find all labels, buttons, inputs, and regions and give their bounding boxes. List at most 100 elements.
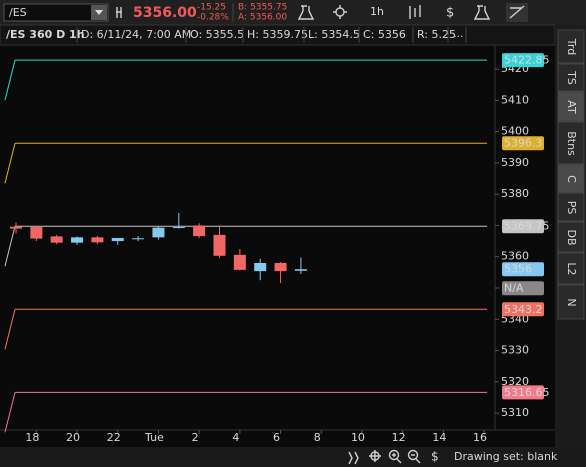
price-label-box bbox=[502, 281, 544, 296]
x-tick-label: 6 bbox=[273, 431, 280, 444]
bid: B: 5355.75 bbox=[238, 3, 287, 13]
bar-close: C: 5356 bbox=[363, 28, 406, 41]
x-tick-label: 14 bbox=[432, 431, 446, 444]
chart-style-icon[interactable] bbox=[409, 5, 421, 19]
y-tick-label: 5380 bbox=[501, 187, 529, 200]
x-tick-label: 10 bbox=[351, 431, 365, 444]
change-pct: -0.28% bbox=[197, 13, 229, 23]
side-tab-label: Btns bbox=[565, 131, 578, 156]
price-label-box bbox=[502, 136, 544, 151]
level-ramp bbox=[4, 392, 16, 433]
side-tab[interactable] bbox=[557, 29, 585, 64]
price-label-box bbox=[502, 262, 544, 277]
footer bbox=[0, 447, 586, 467]
side-tab-label: L2 bbox=[565, 262, 578, 275]
candle-body bbox=[294, 269, 307, 271]
bar-high: H: 5359.75 bbox=[247, 28, 308, 41]
strategies-icon[interactable] bbox=[473, 5, 491, 20]
drawing-set[interactable]: Drawing set: blank bbox=[454, 450, 558, 463]
level-ramp bbox=[4, 309, 16, 350]
y-tick-label: 5310 bbox=[501, 406, 529, 419]
candle-body bbox=[71, 237, 84, 243]
side-tab[interactable] bbox=[557, 63, 585, 92]
price-label: 5422.85 bbox=[504, 54, 550, 67]
candle-body bbox=[152, 227, 165, 238]
bar-date: D: 6/11/24, 7:00 AM bbox=[81, 28, 191, 41]
symbol-box[interactable] bbox=[3, 3, 109, 22]
y-tick-label: 5400 bbox=[501, 125, 529, 138]
side-tab[interactable] bbox=[557, 91, 585, 122]
y-tick-label: 5390 bbox=[501, 156, 529, 169]
candle-body bbox=[10, 226, 22, 229]
price-label: 5356 bbox=[504, 263, 532, 276]
side-tab-label: N bbox=[565, 298, 578, 306]
side-tab[interactable] bbox=[557, 192, 585, 222]
candle-body bbox=[91, 237, 104, 243]
ask: A: 5356.00 bbox=[238, 13, 287, 23]
zoom-out-icon[interactable] bbox=[407, 449, 421, 464]
side-tab[interactable] bbox=[557, 284, 585, 320]
candle-body bbox=[233, 254, 246, 270]
candle-body bbox=[172, 227, 185, 229]
timeframe[interactable]: 1h bbox=[370, 5, 384, 18]
x-tick-label: 4 bbox=[232, 431, 239, 444]
candle-body bbox=[193, 225, 206, 237]
drawings-icon bbox=[509, 5, 525, 19]
side-tab[interactable] bbox=[557, 221, 585, 253]
side-tab[interactable] bbox=[557, 164, 585, 193]
candle-body bbox=[274, 262, 287, 272]
y-tick-label: 5330 bbox=[501, 344, 529, 357]
candle-body bbox=[50, 236, 63, 243]
zoom-in-icon[interactable] bbox=[388, 449, 402, 464]
side-tab[interactable] bbox=[557, 252, 585, 285]
bar-low: L: 5354.5 bbox=[308, 28, 360, 41]
side-tab-label: DB bbox=[565, 229, 578, 245]
x-tick-label: 18 bbox=[25, 431, 39, 444]
price-label-box bbox=[502, 385, 544, 400]
x-tick-label: 22 bbox=[107, 431, 121, 444]
price-label-box bbox=[502, 219, 544, 234]
symbol: /ES bbox=[9, 6, 27, 19]
y-tick-label: 5320 bbox=[501, 375, 529, 388]
scroll-icon[interactable] bbox=[348, 451, 359, 465]
x-tick-label: 20 bbox=[66, 431, 80, 444]
price-label-box bbox=[502, 302, 544, 317]
level-ramp bbox=[4, 60, 16, 101]
currency-icon[interactable]: $ bbox=[431, 450, 439, 464]
price-label: 5343.2 bbox=[504, 303, 543, 316]
side-tab[interactable] bbox=[557, 121, 585, 165]
link-icon[interactable] bbox=[116, 7, 122, 18]
candle-body bbox=[254, 262, 267, 272]
price-label: 5396.3 bbox=[504, 137, 543, 150]
price-label: 5369.75 bbox=[504, 220, 550, 233]
dollar-icon[interactable]: $ bbox=[446, 6, 454, 21]
dropdown-arrow bbox=[95, 10, 103, 15]
side-tab-label: AT bbox=[565, 100, 578, 114]
bar-range: R: 5.25 bbox=[417, 28, 456, 41]
side-tab-label: PS bbox=[565, 201, 578, 215]
bar-open: O: 5355.5 bbox=[190, 28, 244, 41]
settings-icon[interactable] bbox=[333, 5, 347, 19]
last-price: 5356.00 bbox=[133, 5, 197, 21]
side-tab-label: Trd bbox=[565, 38, 578, 55]
more-button[interactable]: ... bbox=[453, 27, 464, 40]
y-tick-label: 5410 bbox=[501, 93, 529, 106]
x-tick-label: 2 bbox=[192, 431, 199, 444]
x-tick-label: 16 bbox=[473, 431, 487, 444]
candle-body bbox=[132, 238, 145, 240]
side-tab-label: C bbox=[565, 175, 578, 183]
level-ramp bbox=[4, 226, 16, 267]
studies-icon[interactable] bbox=[297, 5, 315, 20]
price-label-box bbox=[502, 53, 544, 68]
study-title: /ES 360 D 1h bbox=[6, 28, 85, 41]
price-label: N/A bbox=[504, 282, 524, 295]
side-tab-label: TS bbox=[565, 70, 578, 85]
price-label: 5316.65 bbox=[504, 386, 550, 399]
candle-body bbox=[213, 234, 226, 256]
crosshair-icon[interactable] bbox=[369, 450, 381, 462]
level-ramp bbox=[4, 143, 16, 184]
x-tick-label: 12 bbox=[392, 431, 406, 444]
x-tick-label: 8 bbox=[314, 431, 321, 444]
